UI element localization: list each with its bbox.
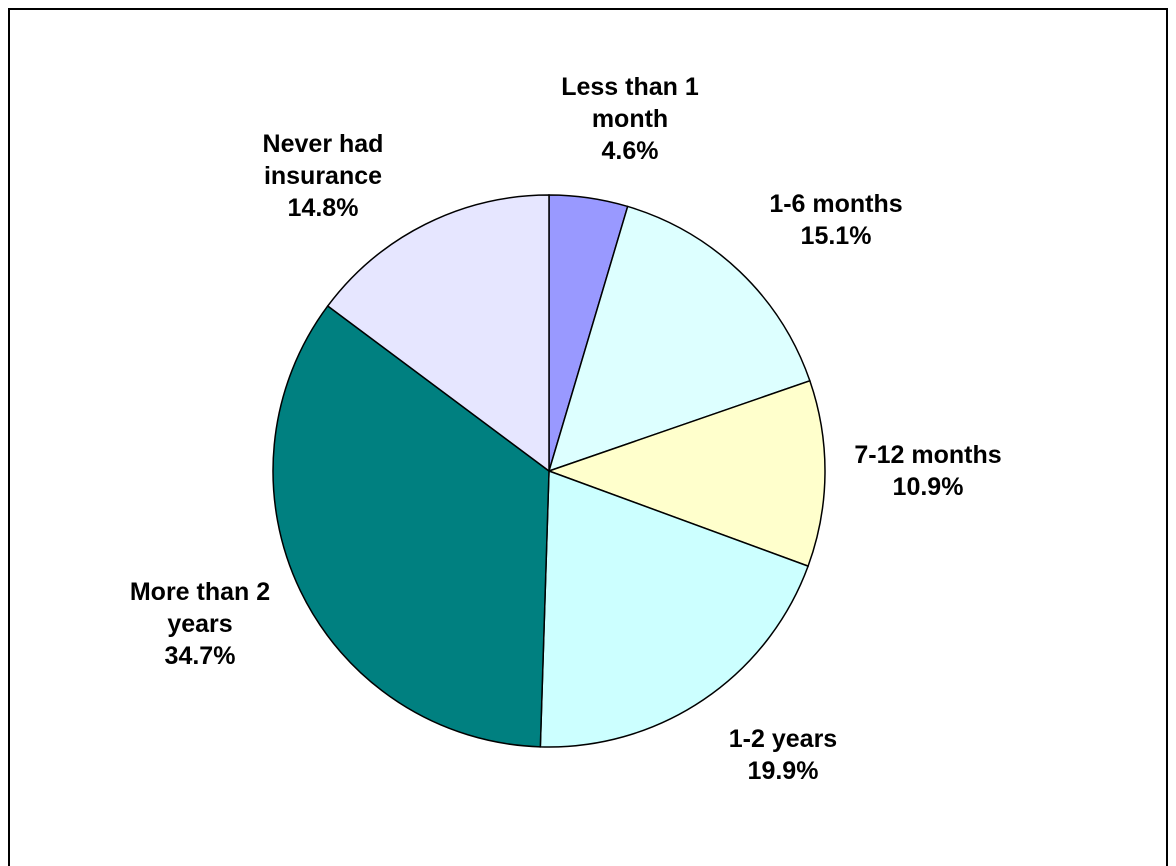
- pie-labels: Less than 1 month 4.6% 1-6 months 15.1% 7-12 …: [130, 73, 1002, 785]
- slice-value-label: 10.9%: [893, 473, 964, 501]
- slice-label-group: More than 2 years 34.7%: [130, 578, 270, 670]
- chart-frame: [8, 8, 1168, 866]
- pie-slice: [272, 304, 550, 748]
- slice-category-label: insurance: [264, 162, 382, 190]
- slice-value-label: 19.9%: [748, 757, 819, 785]
- slice-category-label: 1-2 years: [729, 725, 837, 753]
- pie-slice: [546, 379, 826, 568]
- slice-category-label: Never had: [263, 130, 384, 158]
- pie-slices: [272, 194, 826, 748]
- slice-value-label: 34.7%: [165, 642, 236, 670]
- slice-value-label: 14.8%: [288, 194, 359, 222]
- pie-slice: [539, 469, 810, 748]
- pie-slice: [326, 194, 550, 473]
- slice-label-group: Less than 1 month 4.6%: [561, 73, 699, 165]
- slice-category-label: month: [592, 105, 668, 133]
- slice-category-label: Less than 1: [561, 73, 699, 101]
- slice-category-label: More than 2: [130, 578, 270, 606]
- slice-value-label: 15.1%: [801, 222, 872, 250]
- slice-label-group: Never had insurance 14.8%: [263, 130, 384, 222]
- slice-category-label: 1-6 months: [769, 190, 902, 218]
- slice-label-group: 7-12 months 10.9%: [854, 441, 1001, 501]
- pie-slice: [547, 205, 811, 473]
- slice-label-group: 1-2 years 19.9%: [729, 725, 837, 785]
- slice-label-group: 1-6 months 15.1%: [769, 190, 902, 250]
- slice-value-label: 4.6%: [602, 137, 659, 165]
- slice-category-label: years: [167, 610, 232, 638]
- slice-category-label: 7-12 months: [854, 441, 1001, 469]
